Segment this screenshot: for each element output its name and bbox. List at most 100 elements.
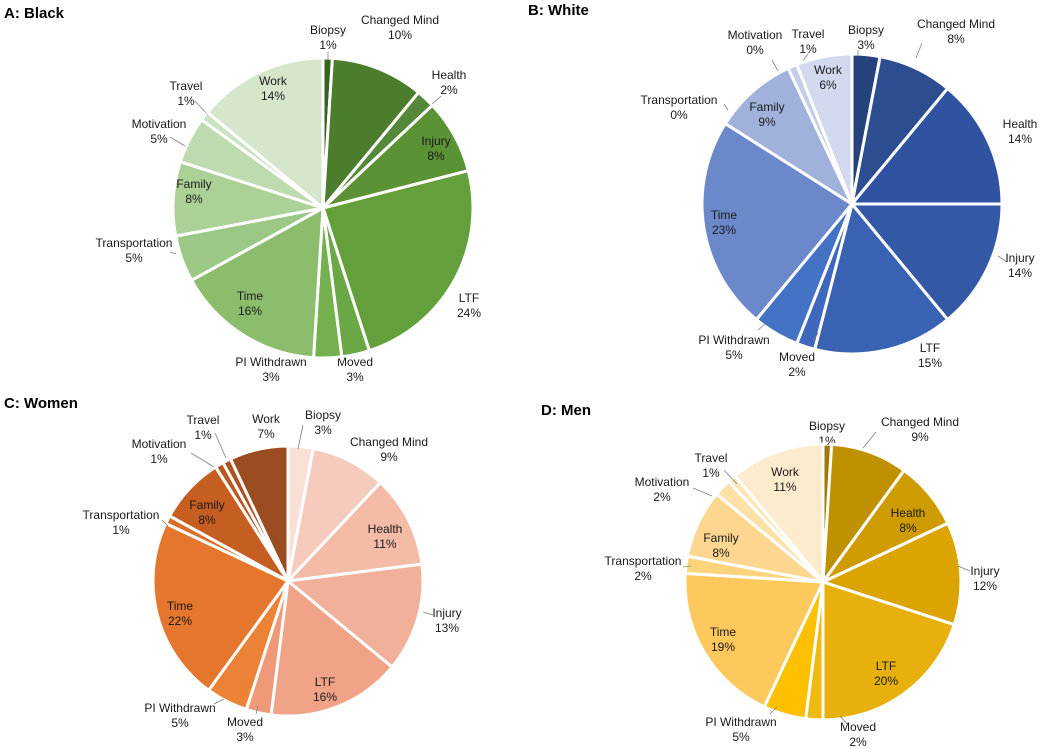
- slice-label-value: 14%: [261, 89, 285, 103]
- slice-label-name: Travel: [792, 27, 825, 41]
- slice-label-motivation: Motivation 0%: [728, 28, 783, 57]
- slice-label-name: Time: [237, 289, 264, 303]
- slice-label-name: LTF: [459, 291, 479, 305]
- slice-label-name: Injury: [421, 134, 450, 148]
- leader-line-motivation: [169, 136, 186, 147]
- leader-line-biopsy: [297, 424, 304, 450]
- slice-label-time: Time 19%: [710, 625, 737, 654]
- leader-line-pi-withdrawn: [757, 322, 767, 331]
- slice-label-work: Work 11%: [771, 465, 800, 494]
- slice-label-name: Injury: [1005, 251, 1034, 265]
- slice-label-value: 8%: [198, 513, 216, 527]
- leader-line-transportation: [161, 519, 169, 527]
- slice-label-name: Motivation: [132, 437, 187, 451]
- slice-label-value: 5%: [732, 730, 750, 744]
- panel-title: A: Black: [4, 5, 65, 22]
- slice-label-changed-mind: Changed Mind 10%: [361, 13, 439, 42]
- slice-label-work: Work 14%: [259, 74, 288, 103]
- slice-label-pi-withdrawn: PI Withdrawn 5%: [144, 701, 215, 730]
- slice-label-health: Health 11%: [368, 522, 403, 551]
- slice-injury: [286, 562, 425, 669]
- slice-label-value: 3%: [857, 38, 875, 52]
- slice-time: [190, 206, 325, 360]
- panel-title: C: Women: [4, 395, 78, 412]
- leader-line-motivation: [190, 452, 215, 468]
- slice-label-value: 1%: [702, 466, 720, 480]
- slice-label-name: Transportation: [83, 508, 160, 522]
- slice-label-name: LTF: [920, 341, 940, 355]
- slice-label-ltf: LTF 20%: [874, 659, 898, 688]
- slice-label-name: Biopsy: [310, 23, 346, 37]
- slice-label-value: 1%: [177, 94, 195, 108]
- slice-label-moved: Moved 3%: [227, 715, 263, 744]
- leader-line-travel: [194, 100, 209, 116]
- leader-line-moved: [255, 705, 259, 715]
- slice-label-value: 7%: [257, 427, 275, 441]
- slice-label-changed-mind: Changed Mind 9%: [881, 415, 959, 444]
- slice-label-value: 2%: [849, 735, 867, 749]
- slice-label-travel: Travel 1%: [187, 413, 220, 442]
- slice-label-injury: Injury 14%: [1005, 251, 1034, 280]
- slice-ltf: [269, 579, 394, 718]
- slice-label-name: Family: [749, 100, 784, 114]
- slice-label-name: LTF: [315, 675, 335, 689]
- slice-label-moved: Moved 3%: [337, 355, 373, 384]
- slice-label-value: 8%: [185, 192, 203, 206]
- leader-line-changed-mind: [862, 431, 877, 449]
- slice-label-injury: Injury 12%: [970, 564, 999, 593]
- slice-label-injury: Injury 8%: [421, 134, 450, 163]
- slice-label-value: 5%: [725, 348, 743, 362]
- panel-title: D: Men: [541, 402, 591, 419]
- slice-label-value: 11%: [773, 480, 796, 494]
- slice-label-name: Changed Mind: [350, 435, 428, 449]
- slice-health: [286, 481, 424, 583]
- slice-label-pi-withdrawn: PI Withdrawn 5%: [705, 715, 776, 744]
- leader-line-biopsy: [825, 445, 828, 455]
- slice-label-value: 16%: [238, 304, 262, 318]
- slice-label-value: 8%: [947, 32, 965, 46]
- slice-label-value: 8%: [712, 546, 730, 560]
- slice-label-name: PI Withdrawn: [698, 333, 769, 347]
- slice-label-pi-withdrawn: PI Withdrawn 3%: [235, 355, 306, 384]
- slice-label-name: Injury: [970, 564, 999, 578]
- slice-label-name: Work: [252, 412, 281, 426]
- slice-label-name: Time: [711, 208, 738, 222]
- slice-injury: [821, 521, 963, 627]
- slice-label-health: Health 14%: [1003, 117, 1038, 146]
- slice-label-ltf: LTF 24%: [457, 291, 481, 320]
- slice-label-value: 5%: [150, 132, 168, 146]
- slice-ltf: [321, 169, 475, 353]
- panel-a-black: A: Black Biopsy 1% Changed Mind 10% Health 2% I…: [4, 5, 481, 384]
- slice-label-name: Time: [167, 599, 194, 613]
- slice-label-moved: Moved 2%: [779, 350, 815, 379]
- slice-label-motivation: Motivation 1%: [132, 437, 187, 466]
- slice-label-name: Biopsy: [305, 408, 341, 422]
- slice-label-name: PI Withdrawn: [144, 701, 215, 715]
- leader-line-transportation: [723, 103, 729, 111]
- slice-label-value: 2%: [788, 365, 806, 379]
- slice-work: [795, 52, 854, 206]
- slice-label-injury: Injury 13%: [432, 606, 461, 635]
- leader-line-motivation: [692, 487, 713, 497]
- slice-label-biopsy: Biopsy 3%: [305, 408, 341, 437]
- leader-line-transportation: [169, 251, 177, 255]
- slice-label-value: 23%: [712, 223, 736, 237]
- slice-ltf: [821, 580, 956, 722]
- slice-label-work: Work 6%: [814, 63, 843, 92]
- slice-label-value: 6%: [819, 78, 837, 92]
- slice-label-name: Motivation: [132, 117, 187, 131]
- slice-label-name: PI Withdrawn: [235, 355, 306, 369]
- slice-label-name: Transportation: [641, 93, 718, 107]
- slice-ltf: [813, 202, 950, 356]
- slice-label-name: Health: [432, 68, 467, 82]
- leader-line-transportation: [682, 565, 692, 568]
- leader-line-motivation: [771, 59, 779, 72]
- slice-label-name: Travel: [695, 451, 728, 465]
- slice-label-value: 1%: [112, 523, 130, 537]
- slice-label-transportation: Transportation 5%: [96, 236, 173, 265]
- slice-label-value: 2%: [440, 83, 458, 97]
- slice-label-name: Family: [703, 531, 738, 545]
- slice-label-name: PI Withdrawn: [705, 715, 776, 729]
- slice-label-value: 3%: [314, 423, 332, 437]
